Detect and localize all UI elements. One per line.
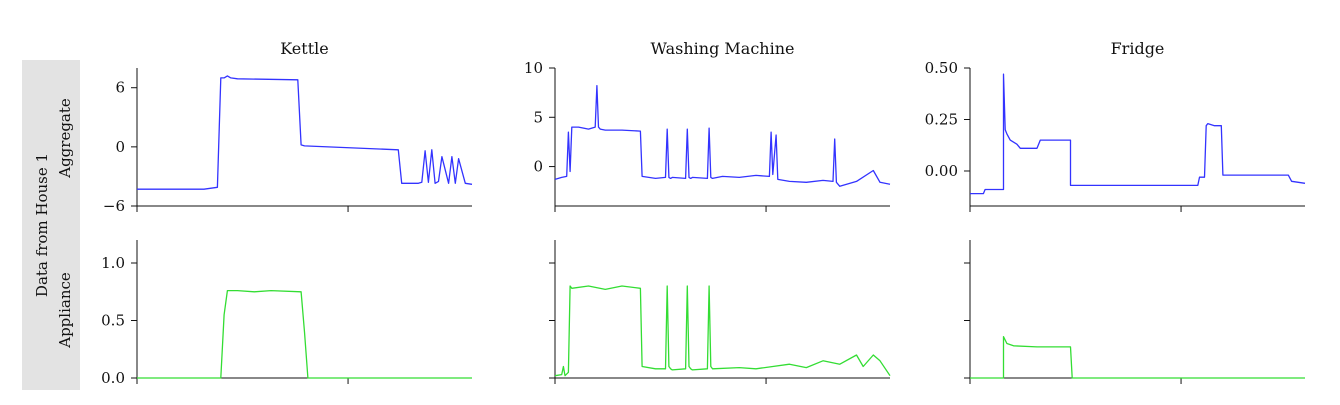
chart-panels: Kettle 6 0 −6 1.0 0.5 0.0 Washing Machine 10 5 0 Fr… [101,39,1306,387]
kettle-aggregate-ytick-label-1: 0 [115,138,125,156]
fridge-aggregate-panel: Fridge 0.50 0.25 0.00 [925,39,1306,212]
washing-machine-appliance-series-line-0 [554,285,891,377]
kettle-appliance-series-line-0 [137,289,472,379]
row-header-appliance: Appliance [56,272,74,349]
washing-machine-aggregate-ytick-label-1: 5 [533,108,543,126]
washing-machine-appliance-panel [549,240,891,384]
washing-machine-aggregate-ytick-label-0: 10 [524,59,543,77]
fridge-appliance-series-line-0 [970,335,1305,379]
fridge-aggregate-ytick-label-0: 0.50 [925,59,958,77]
kettle-aggregate-title: Kettle [280,39,328,58]
row-header-band [22,60,80,390]
washing-machine-aggregate-title: Washing Machine [651,39,795,58]
fridge-aggregate-title: Fridge [1111,39,1165,58]
kettle-aggregate-ytick-label-0: 6 [115,79,125,97]
row-header-labels: Data from House 1 Aggregate Appliance [33,98,74,349]
washing-machine-aggregate-series-line-0 [554,85,891,187]
kettle-appliance-panel: 1.0 0.5 0.0 [101,240,472,387]
fridge-aggregate-ytick-label-2: 0.00 [925,162,958,180]
fridge-aggregate-series-line-0 [970,73,1306,195]
kettle-appliance-ytick-label-1: 0.5 [101,312,125,330]
fridge-appliance-panel [964,240,1305,384]
kettle-aggregate-panel: Kettle 6 0 −6 [103,39,473,215]
kettle-aggregate-ytick-label-2: −6 [103,197,125,215]
fridge-aggregate-ytick-label-1: 0.25 [925,110,958,128]
row-header-house: Data from House 1 [33,153,51,297]
kettle-appliance-ytick-label-0: 1.0 [101,254,125,272]
kettle-appliance-ytick-label-2: 0.0 [101,369,125,387]
row-header-aggregate: Aggregate [56,98,74,179]
kettle-aggregate-series-line-0 [137,75,473,190]
washing-machine-aggregate-ytick-label-2: 0 [533,158,543,176]
washing-machine-aggregate-panel: Washing Machine 10 5 0 [524,39,891,212]
